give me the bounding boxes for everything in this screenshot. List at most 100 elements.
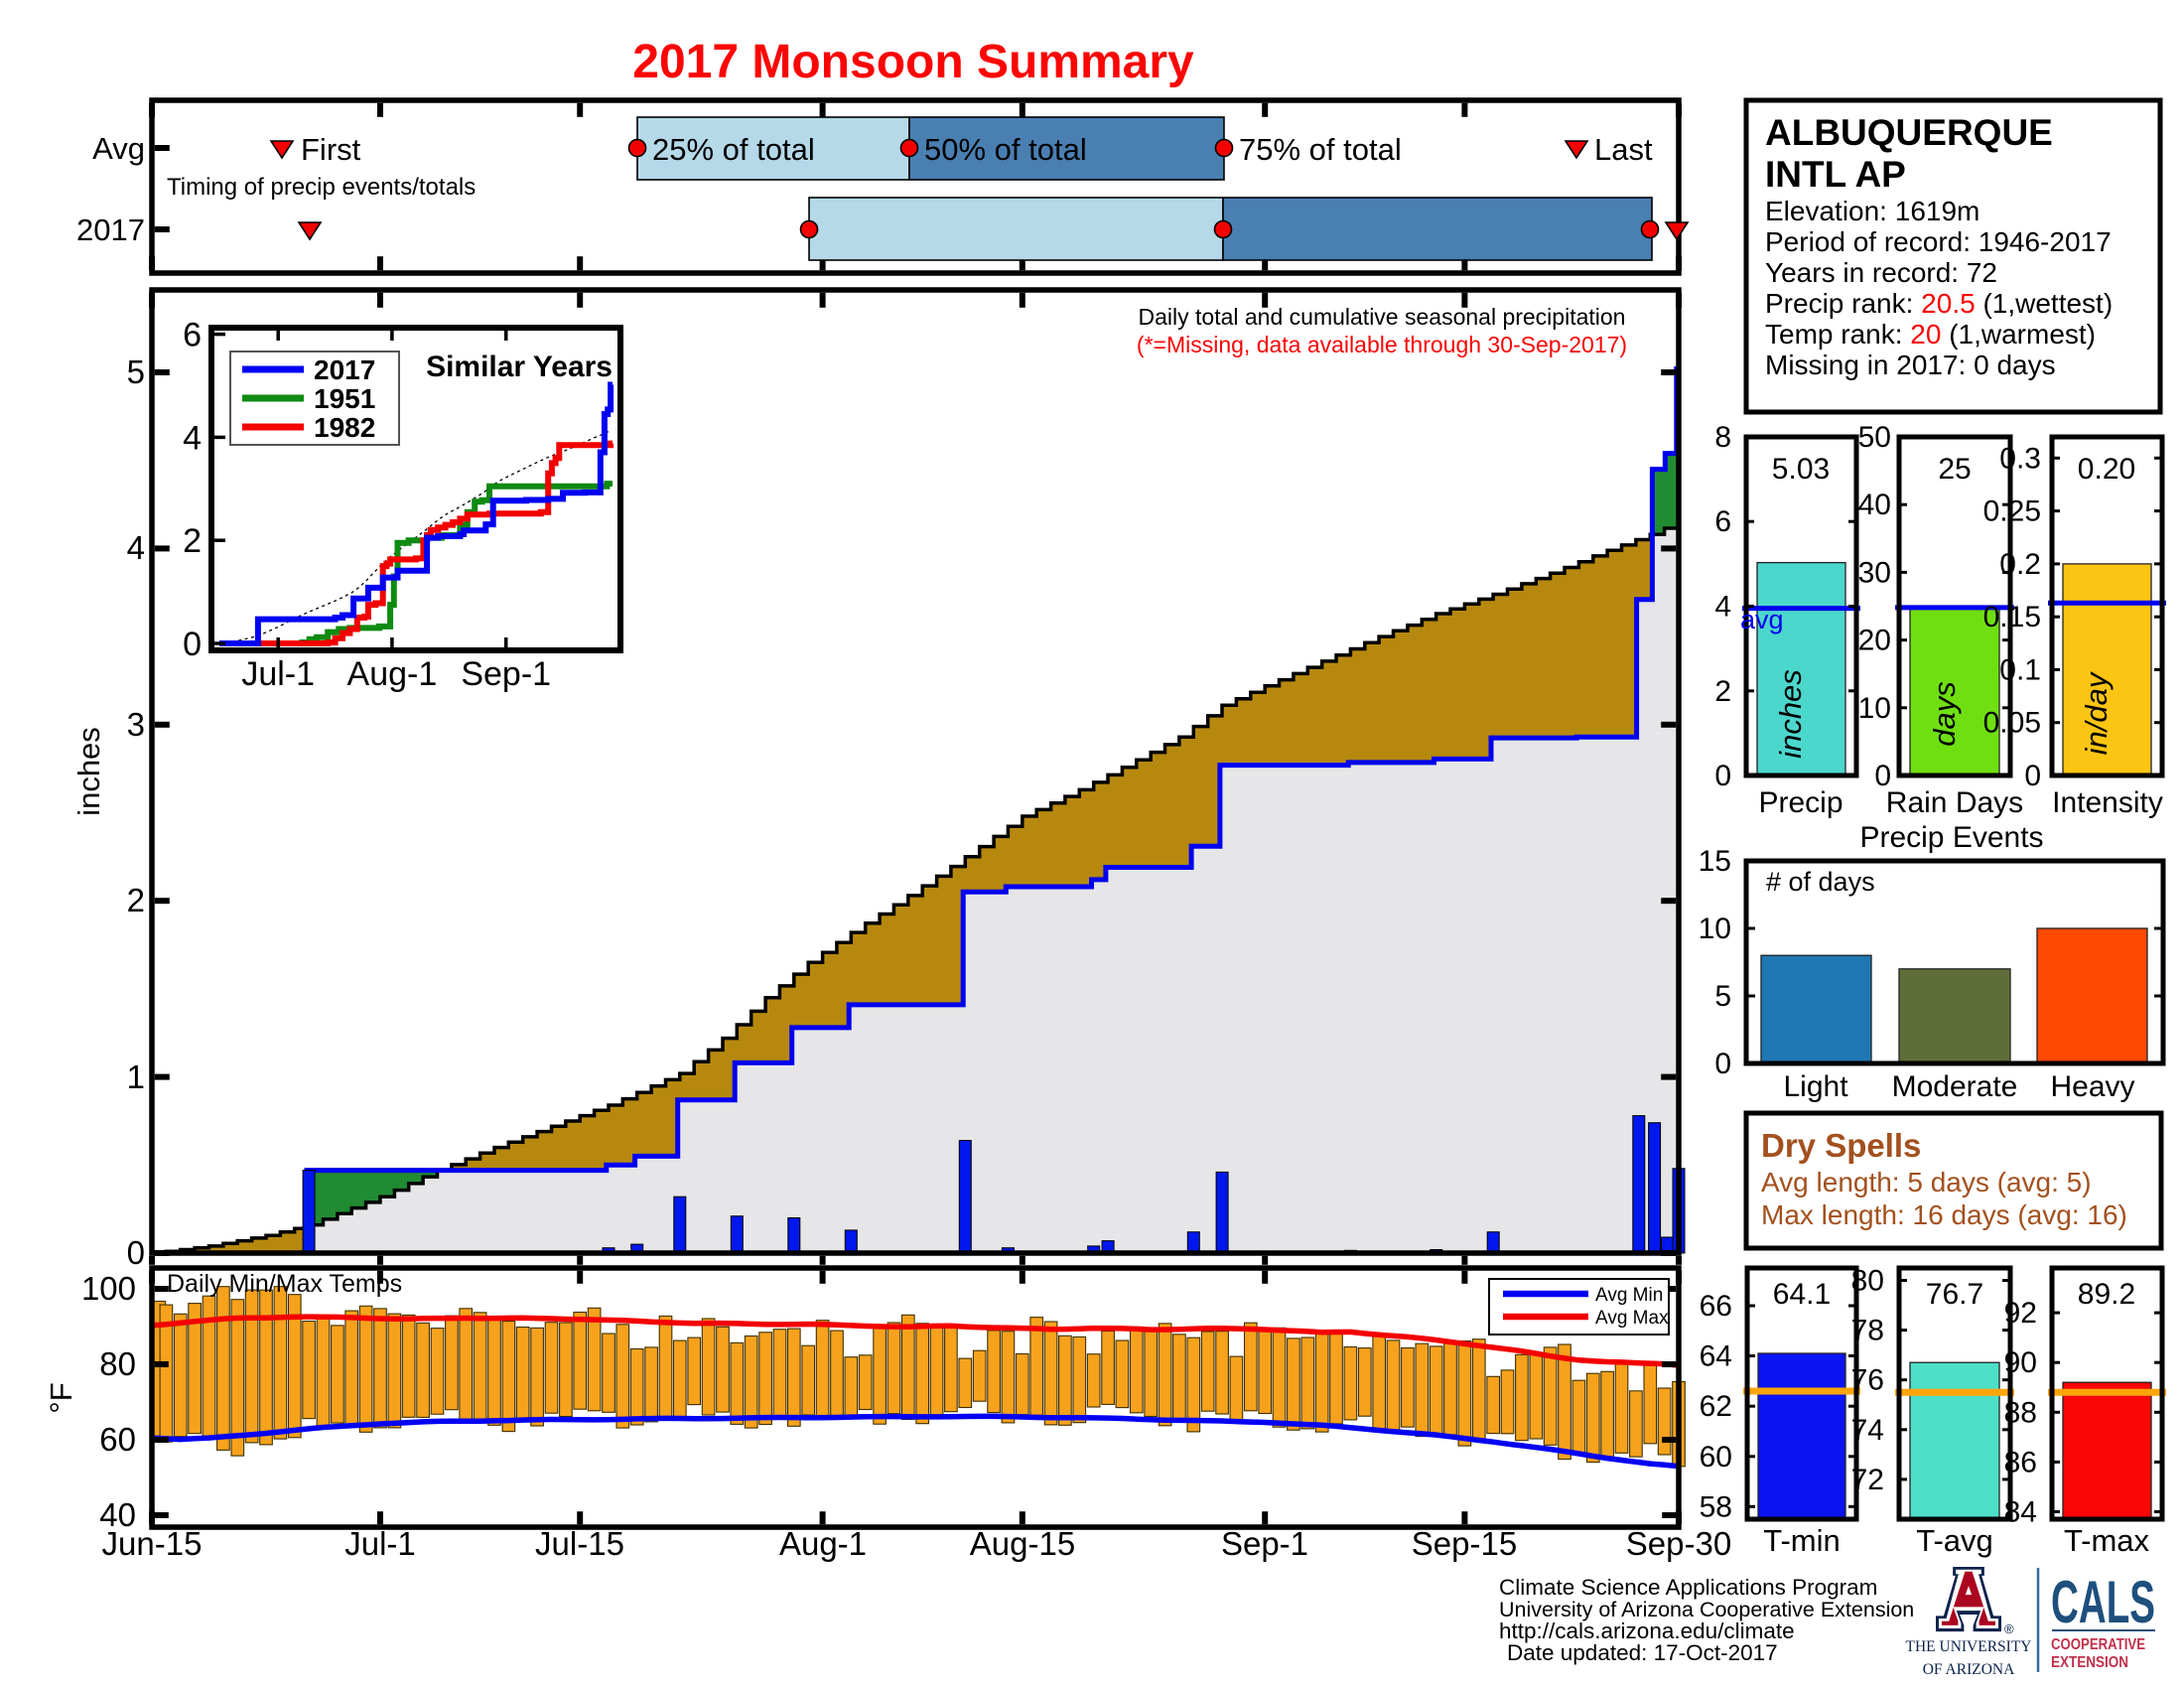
svg-text:0: 0 [1714,1048,1731,1080]
svg-text:Elevation: 1619m: Elevation: 1619m [1765,196,1979,226]
svg-text:4: 4 [127,529,145,566]
svg-text:inches: inches [71,727,106,816]
svg-text:15: 15 [1699,845,1731,878]
svg-text:86: 86 [2004,1446,2037,1478]
svg-text:# of days: # of days [1766,867,1875,897]
svg-text:64: 64 [1700,1340,1732,1373]
svg-text:THE UNIVERSITY: THE UNIVERSITY [1906,1638,2032,1655]
svg-text:Aug-15: Aug-15 [970,1525,1075,1562]
svg-text:Precip Events: Precip Events [1859,821,2043,854]
svg-text:°F: °F [44,1382,78,1413]
svg-text:4: 4 [1714,591,1731,624]
svg-text:25: 25 [1938,453,1971,486]
svg-text:0: 0 [127,1234,145,1271]
svg-text:Precip: Precip [1758,786,1843,819]
svg-text:0.20: 0.20 [2078,453,2135,486]
svg-text:78: 78 [1851,1315,1884,1347]
svg-text:10: 10 [1699,913,1731,945]
svg-text:76.7: 76.7 [1926,1278,1983,1311]
svg-text:Avg length: 5 days (avg: 5): Avg length: 5 days (avg: 5) [1761,1167,2092,1197]
svg-text:6: 6 [1714,505,1731,538]
svg-text:Aug-1: Aug-1 [779,1525,867,1562]
svg-text:0: 0 [183,626,202,663]
svg-text:0.1: 0.1 [1999,653,2041,686]
svg-text:1: 1 [127,1058,145,1095]
svg-text:92: 92 [2004,1297,2037,1330]
svg-text:6: 6 [183,317,202,354]
svg-text:CALS: CALS [2051,1569,2155,1635]
svg-text:T-min: T-min [1763,1523,1841,1558]
svg-text:Moderate: Moderate [1892,1070,2018,1103]
svg-text:84: 84 [2004,1496,2037,1529]
svg-text:75% of total: 75% of total [1239,132,1402,167]
svg-text:Jul-15: Jul-15 [535,1525,624,1562]
svg-text:Avg Max: Avg Max [1595,1308,1669,1329]
svg-text:COOPERATIVE: COOPERATIVE [2051,1636,2145,1653]
svg-text:10: 10 [1858,692,1891,725]
svg-text:Period of record: 1946-2017: Period of record: 1946-2017 [1765,226,2112,257]
svg-text:2017: 2017 [76,212,145,247]
svg-text:30: 30 [1858,556,1891,589]
svg-text:Sep-15: Sep-15 [1412,1525,1517,1562]
svg-text:5: 5 [127,353,145,390]
svg-text:Max length: 16 days (avg: 16): Max length: 16 days (avg: 16) [1761,1199,2127,1230]
svg-text:®: ® [2004,1621,2014,1636]
svg-text:Missing in 2017: 0 days: Missing in 2017: 0 days [1765,350,2056,380]
svg-text:2017 Monsoon Summary: 2017 Monsoon Summary [632,36,1194,88]
svg-text:66: 66 [1700,1290,1732,1323]
svg-text:76: 76 [1851,1364,1884,1397]
svg-text:inches: inches [1773,669,1808,759]
svg-text:http://cals.arizona.edu/climat: http://cals.arizona.edu/climate [1499,1618,1795,1643]
svg-text:Sep-30: Sep-30 [1626,1525,1731,1562]
svg-text:0.15: 0.15 [1983,601,2041,633]
svg-text:0: 0 [2024,760,2041,792]
svg-text:Dry Spells: Dry Spells [1761,1127,1921,1164]
svg-text:Last: Last [1594,132,1653,167]
svg-text:74: 74 [1851,1414,1884,1447]
svg-text:5.03: 5.03 [1772,453,1830,486]
svg-text:Precip rank: 20.5 (1,wettest): Precip rank: 20.5 (1,wettest) [1765,288,2113,319]
svg-text:2: 2 [183,522,202,560]
svg-text:100: 100 [81,1270,136,1307]
svg-text:20: 20 [1858,625,1891,657]
svg-text:8: 8 [1714,421,1731,454]
svg-text:58: 58 [1700,1490,1732,1523]
svg-text:1951: 1951 [314,383,375,414]
svg-text:62: 62 [1700,1390,1732,1423]
svg-text:Sep-1: Sep-1 [1221,1525,1308,1562]
svg-text:40: 40 [99,1496,136,1533]
svg-text:5: 5 [1714,980,1731,1013]
svg-text:0: 0 [1714,760,1731,792]
svg-text:Sep-1: Sep-1 [461,655,551,693]
svg-text:Date updated: 17-Oct-2017: Date updated: 17-Oct-2017 [1507,1640,1778,1665]
svg-text:Timing of precip events/totals: Timing of precip events/totals [167,174,476,201]
svg-text:(*=Missing, data available thr: (*=Missing, data available through 30-Se… [1137,332,1627,357]
svg-text:0.05: 0.05 [1983,707,2041,740]
svg-text:0.25: 0.25 [1983,495,2041,528]
svg-text:89.2: 89.2 [2078,1278,2135,1311]
svg-text:OF ARIZONA: OF ARIZONA [1923,1661,2015,1678]
svg-text:Climate Science Applications P: Climate Science Applications Program [1499,1575,1877,1600]
svg-text:University of Arizona Cooperat: University of Arizona Cooperative Extens… [1499,1598,1914,1621]
svg-text:2017: 2017 [314,354,375,385]
svg-text:Jul-1: Jul-1 [241,655,315,693]
svg-text:Rain Days: Rain Days [1886,786,2023,819]
svg-text:60: 60 [1700,1441,1732,1474]
svg-text:EXTENSION: EXTENSION [2051,1654,2128,1671]
svg-text:Aug-1: Aug-1 [347,655,438,693]
svg-text:80: 80 [1851,1265,1884,1298]
svg-text:Temp rank: 20 (1,warmest): Temp rank: 20 (1,warmest) [1765,319,2096,350]
svg-text:Jul-1: Jul-1 [344,1525,416,1562]
svg-text:0.2: 0.2 [1999,548,2041,581]
svg-text:4: 4 [183,419,202,457]
svg-text:0: 0 [1874,760,1891,792]
svg-text:avg: avg [1740,605,1784,634]
svg-text:88: 88 [2004,1396,2037,1429]
svg-text:Intensity: Intensity [2052,786,2163,819]
svg-text:3: 3 [127,706,145,743]
svg-text:T-avg: T-avg [1916,1523,1993,1558]
svg-text:INTL AP: INTL AP [1765,154,1906,195]
svg-text:in/day: in/day [2079,670,2114,755]
svg-text:First: First [301,132,361,167]
svg-text:Similar Years: Similar Years [426,351,613,383]
